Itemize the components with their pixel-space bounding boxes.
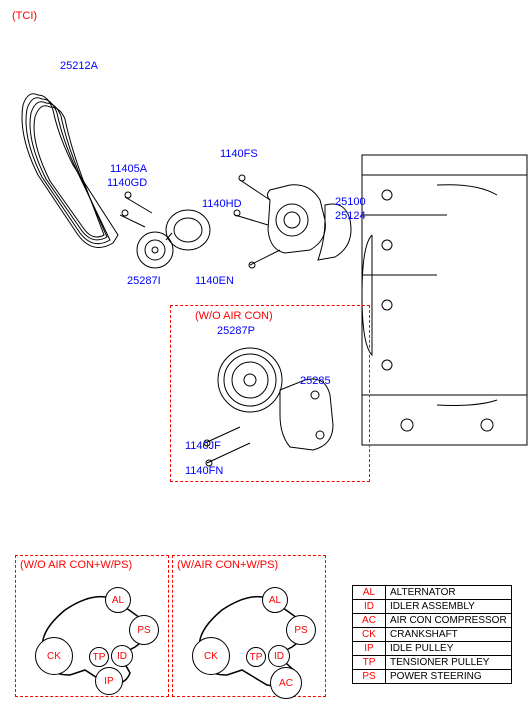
- legend-label: TENSIONER PULLEY: [386, 656, 512, 670]
- legend-body: ALALTERNATOR IDIDLER ASSEMBLY ACAIR CON …: [353, 586, 512, 684]
- callout-25287I: 25287I: [127, 275, 161, 287]
- routing-title-1: (W/O AIR CON+W/PS): [20, 559, 132, 571]
- legend-label: IDLER ASSEMBLY: [386, 600, 512, 614]
- legend-row: IDIDLER ASSEMBLY: [353, 600, 512, 614]
- callout-25285: 25285: [300, 375, 331, 387]
- pulley-IP: IP: [95, 667, 123, 695]
- legend-label: AIR CON COMPRESSOR: [386, 614, 512, 628]
- pulley2-ID: ID: [268, 645, 290, 667]
- callout-1140FN: 1140FN: [185, 465, 223, 477]
- legend-row: PSPOWER STEERING: [353, 670, 512, 684]
- routing-diagram-1: AL PS ID TP CK IP: [15, 575, 167, 693]
- legend-table: ALALTERNATOR IDIDLER ASSEMBLY ACAIR CON …: [352, 585, 512, 684]
- wo-aircon-label: (W/O AIR CON): [195, 310, 273, 322]
- callout-1140GD: 1140GD: [107, 177, 147, 189]
- pulley-PS: PS: [129, 615, 159, 645]
- legend-key: ID: [353, 600, 386, 614]
- waterpump-sketch: [230, 165, 360, 285]
- callout-25100: 25100: [335, 196, 366, 208]
- legend-key: PS: [353, 670, 386, 684]
- routing-diagram-2: AL PS ID TP CK AC: [172, 575, 324, 693]
- legend-key: AC: [353, 614, 386, 628]
- idler-bracket-sketch: [195, 335, 355, 475]
- pulley-TP: TP: [89, 647, 109, 667]
- pulley2-AC: AC: [270, 667, 302, 699]
- legend-row: ALALTERNATOR: [353, 586, 512, 600]
- legend-key: AL: [353, 586, 386, 600]
- callout-1140EN: 1140EN: [195, 275, 234, 287]
- pulley2-PS: PS: [286, 615, 316, 645]
- legend-row: TPTENSIONER PULLEY: [353, 656, 512, 670]
- engine-outline: [357, 145, 532, 455]
- legend-key: CK: [353, 628, 386, 642]
- callout-25287P: 25287P: [217, 325, 255, 337]
- legend-label: POWER STEERING: [386, 670, 512, 684]
- routing-title-2: (W/AIR CON+W/PS): [177, 559, 278, 571]
- pulley2-CK: CK: [192, 637, 230, 675]
- pulley-AL: AL: [105, 587, 131, 613]
- callout-25124: 25124: [335, 210, 366, 222]
- callout-11405A: 11405A: [110, 163, 147, 175]
- tci-label: (TCI): [12, 10, 37, 22]
- legend-label: CRANKSHAFT: [386, 628, 512, 642]
- pulley2-TP: TP: [246, 647, 266, 667]
- legend-key: IP: [353, 642, 386, 656]
- legend-row: CKCRANKSHAFT: [353, 628, 512, 642]
- callout-1140FS: 1140FS: [220, 148, 258, 160]
- pulley2-AL: AL: [262, 587, 288, 613]
- pulley-ID: ID: [111, 645, 133, 667]
- legend-row: IPIDLE PULLEY: [353, 642, 512, 656]
- callout-25212A: 25212A: [60, 60, 98, 72]
- legend-row: ACAIR CON COMPRESSOR: [353, 614, 512, 628]
- legend-key: TP: [353, 656, 386, 670]
- legend-label: ALTERNATOR: [386, 586, 512, 600]
- pulley-CK: CK: [35, 637, 73, 675]
- callout-1140JF: 1140JF: [185, 440, 221, 452]
- legend-label: IDLE PULLEY: [386, 642, 512, 656]
- callout-1140HD: 1140HD: [202, 198, 242, 210]
